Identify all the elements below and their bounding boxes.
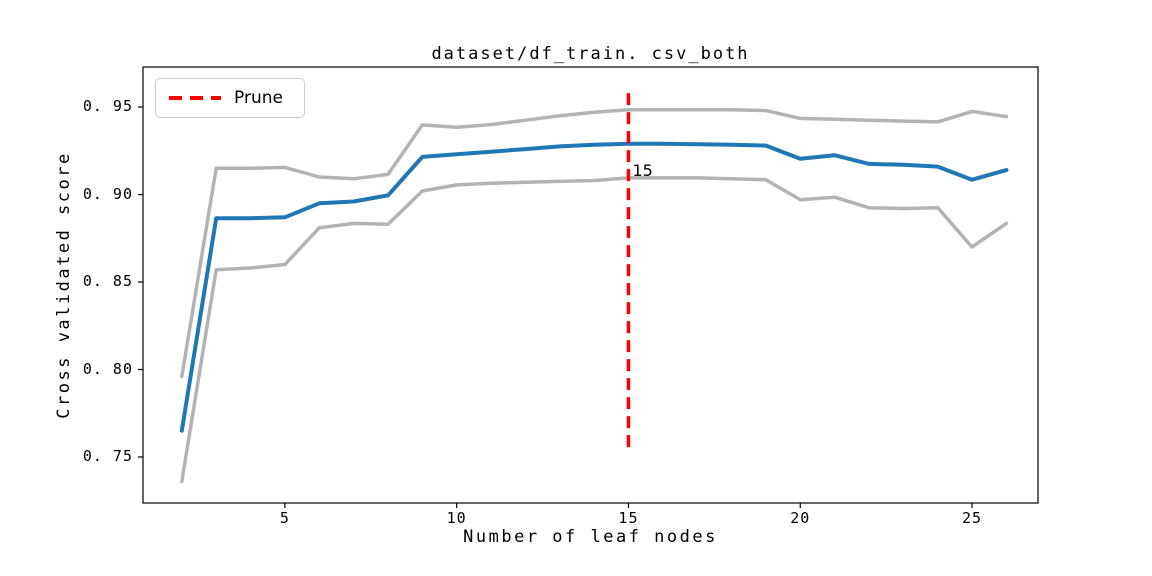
series-lower_band: [180, 176, 1009, 484]
series-upper_band: [180, 107, 1009, 379]
x-axis-label: Number of leaf nodes: [463, 527, 718, 547]
x-tick-label: 20: [790, 509, 811, 527]
prune-x-annotation: 15: [632, 161, 653, 180]
y-tick-label: 0. 95: [82, 97, 133, 116]
x-tick-label: 5: [279, 509, 290, 527]
y-tick-label: 0. 80: [82, 359, 133, 378]
legend-label: Prune: [234, 88, 283, 108]
chart-title: dataset/df_train. csv_both: [431, 44, 750, 64]
x-tick-label: 15: [618, 509, 639, 527]
axes-spines: [142, 66, 1039, 504]
y-tick-label: 0. 85: [82, 272, 133, 291]
legend: Prune: [155, 78, 305, 118]
y-tick-label: 0. 90: [82, 184, 133, 203]
x-tick-label: 10: [446, 509, 467, 527]
y-tick-label: 0. 75: [82, 446, 133, 465]
x-tick-label: 25: [962, 509, 983, 527]
series-cv_score_mean: [179, 141, 1009, 433]
prune-dashed-line-sample: [169, 96, 221, 100]
